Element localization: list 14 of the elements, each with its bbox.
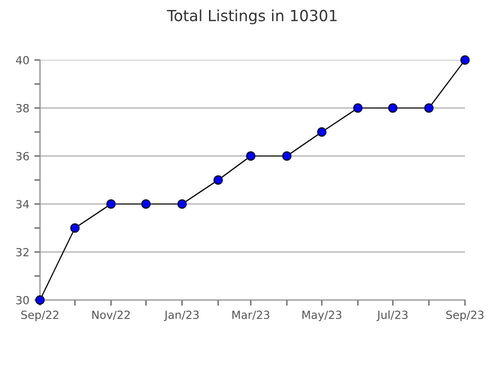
y-tick-label: 36 — [16, 152, 29, 160]
x-tick-label: Jan/23 — [164, 310, 199, 322]
y-tick-label: 30 — [16, 296, 29, 304]
y-tick-label: 34 — [16, 200, 29, 208]
x-tick-label: Sep/23 — [446, 310, 484, 322]
x-tick-label: Nov/22 — [92, 310, 130, 320]
chart-title: Total Listings in 10301 — [166, 10, 337, 24]
y-tick-label: 38 — [16, 104, 29, 112]
x-tick-label: Sep/22 — [21, 310, 58, 322]
x-tick-label: Mar/23 — [232, 310, 270, 320]
y-tick-label: 32 — [16, 248, 28, 256]
x-tick-label: Jul/23 — [376, 310, 408, 322]
y-tick-label: 40 — [16, 56, 29, 64]
x-tick-label: May/23 — [302, 310, 342, 322]
